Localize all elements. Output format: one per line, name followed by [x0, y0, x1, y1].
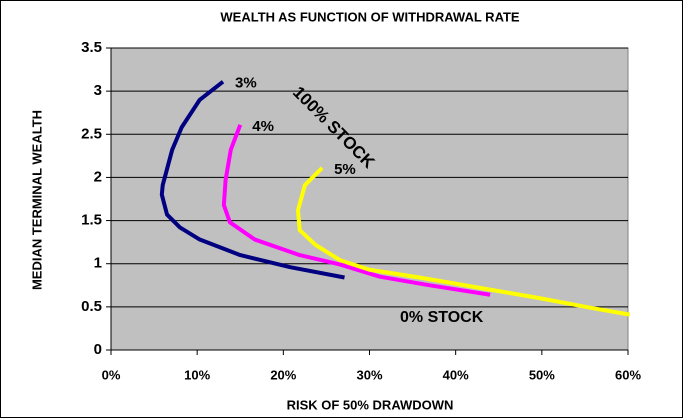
series-label: 3% — [235, 75, 257, 92]
plot-area — [110, 47, 629, 351]
y-tick-label: 0.5 — [81, 298, 102, 315]
y-tick-label: 2.5 — [81, 125, 102, 142]
x-tick-label: 30% — [356, 367, 382, 382]
x-tick-label: 0% — [102, 367, 121, 382]
series-line — [295, 166, 631, 317]
x-tick-label: 10% — [184, 367, 210, 382]
y-tick-label: 3.5 — [81, 39, 102, 56]
series-label: 5% — [334, 161, 356, 178]
x-tick-label: 50% — [529, 367, 555, 382]
y-tick-label: 1.5 — [81, 212, 102, 229]
y-tick-label: 0 — [94, 341, 102, 358]
x-tick-label: 20% — [270, 367, 296, 382]
y-tick-label: 1 — [94, 255, 102, 272]
x-tick-label: 40% — [443, 367, 469, 382]
chart-title: WEALTH AS FUNCTION OF WITHDRAWAL RATE — [220, 9, 520, 24]
x-tick-label: 60% — [615, 367, 641, 382]
series-line — [159, 80, 345, 280]
series-label: 4% — [252, 118, 274, 135]
y-axis-label: MEDIAN TERMINAL WEALTH — [29, 110, 44, 290]
x-axis-label: RISK OF 50% DRAWDOWN — [287, 397, 454, 412]
y-tick-label: 2 — [94, 168, 102, 185]
series-line — [221, 124, 491, 297]
y-tick-label: 3 — [94, 82, 102, 99]
annotation: 0% STOCK — [400, 309, 484, 326]
